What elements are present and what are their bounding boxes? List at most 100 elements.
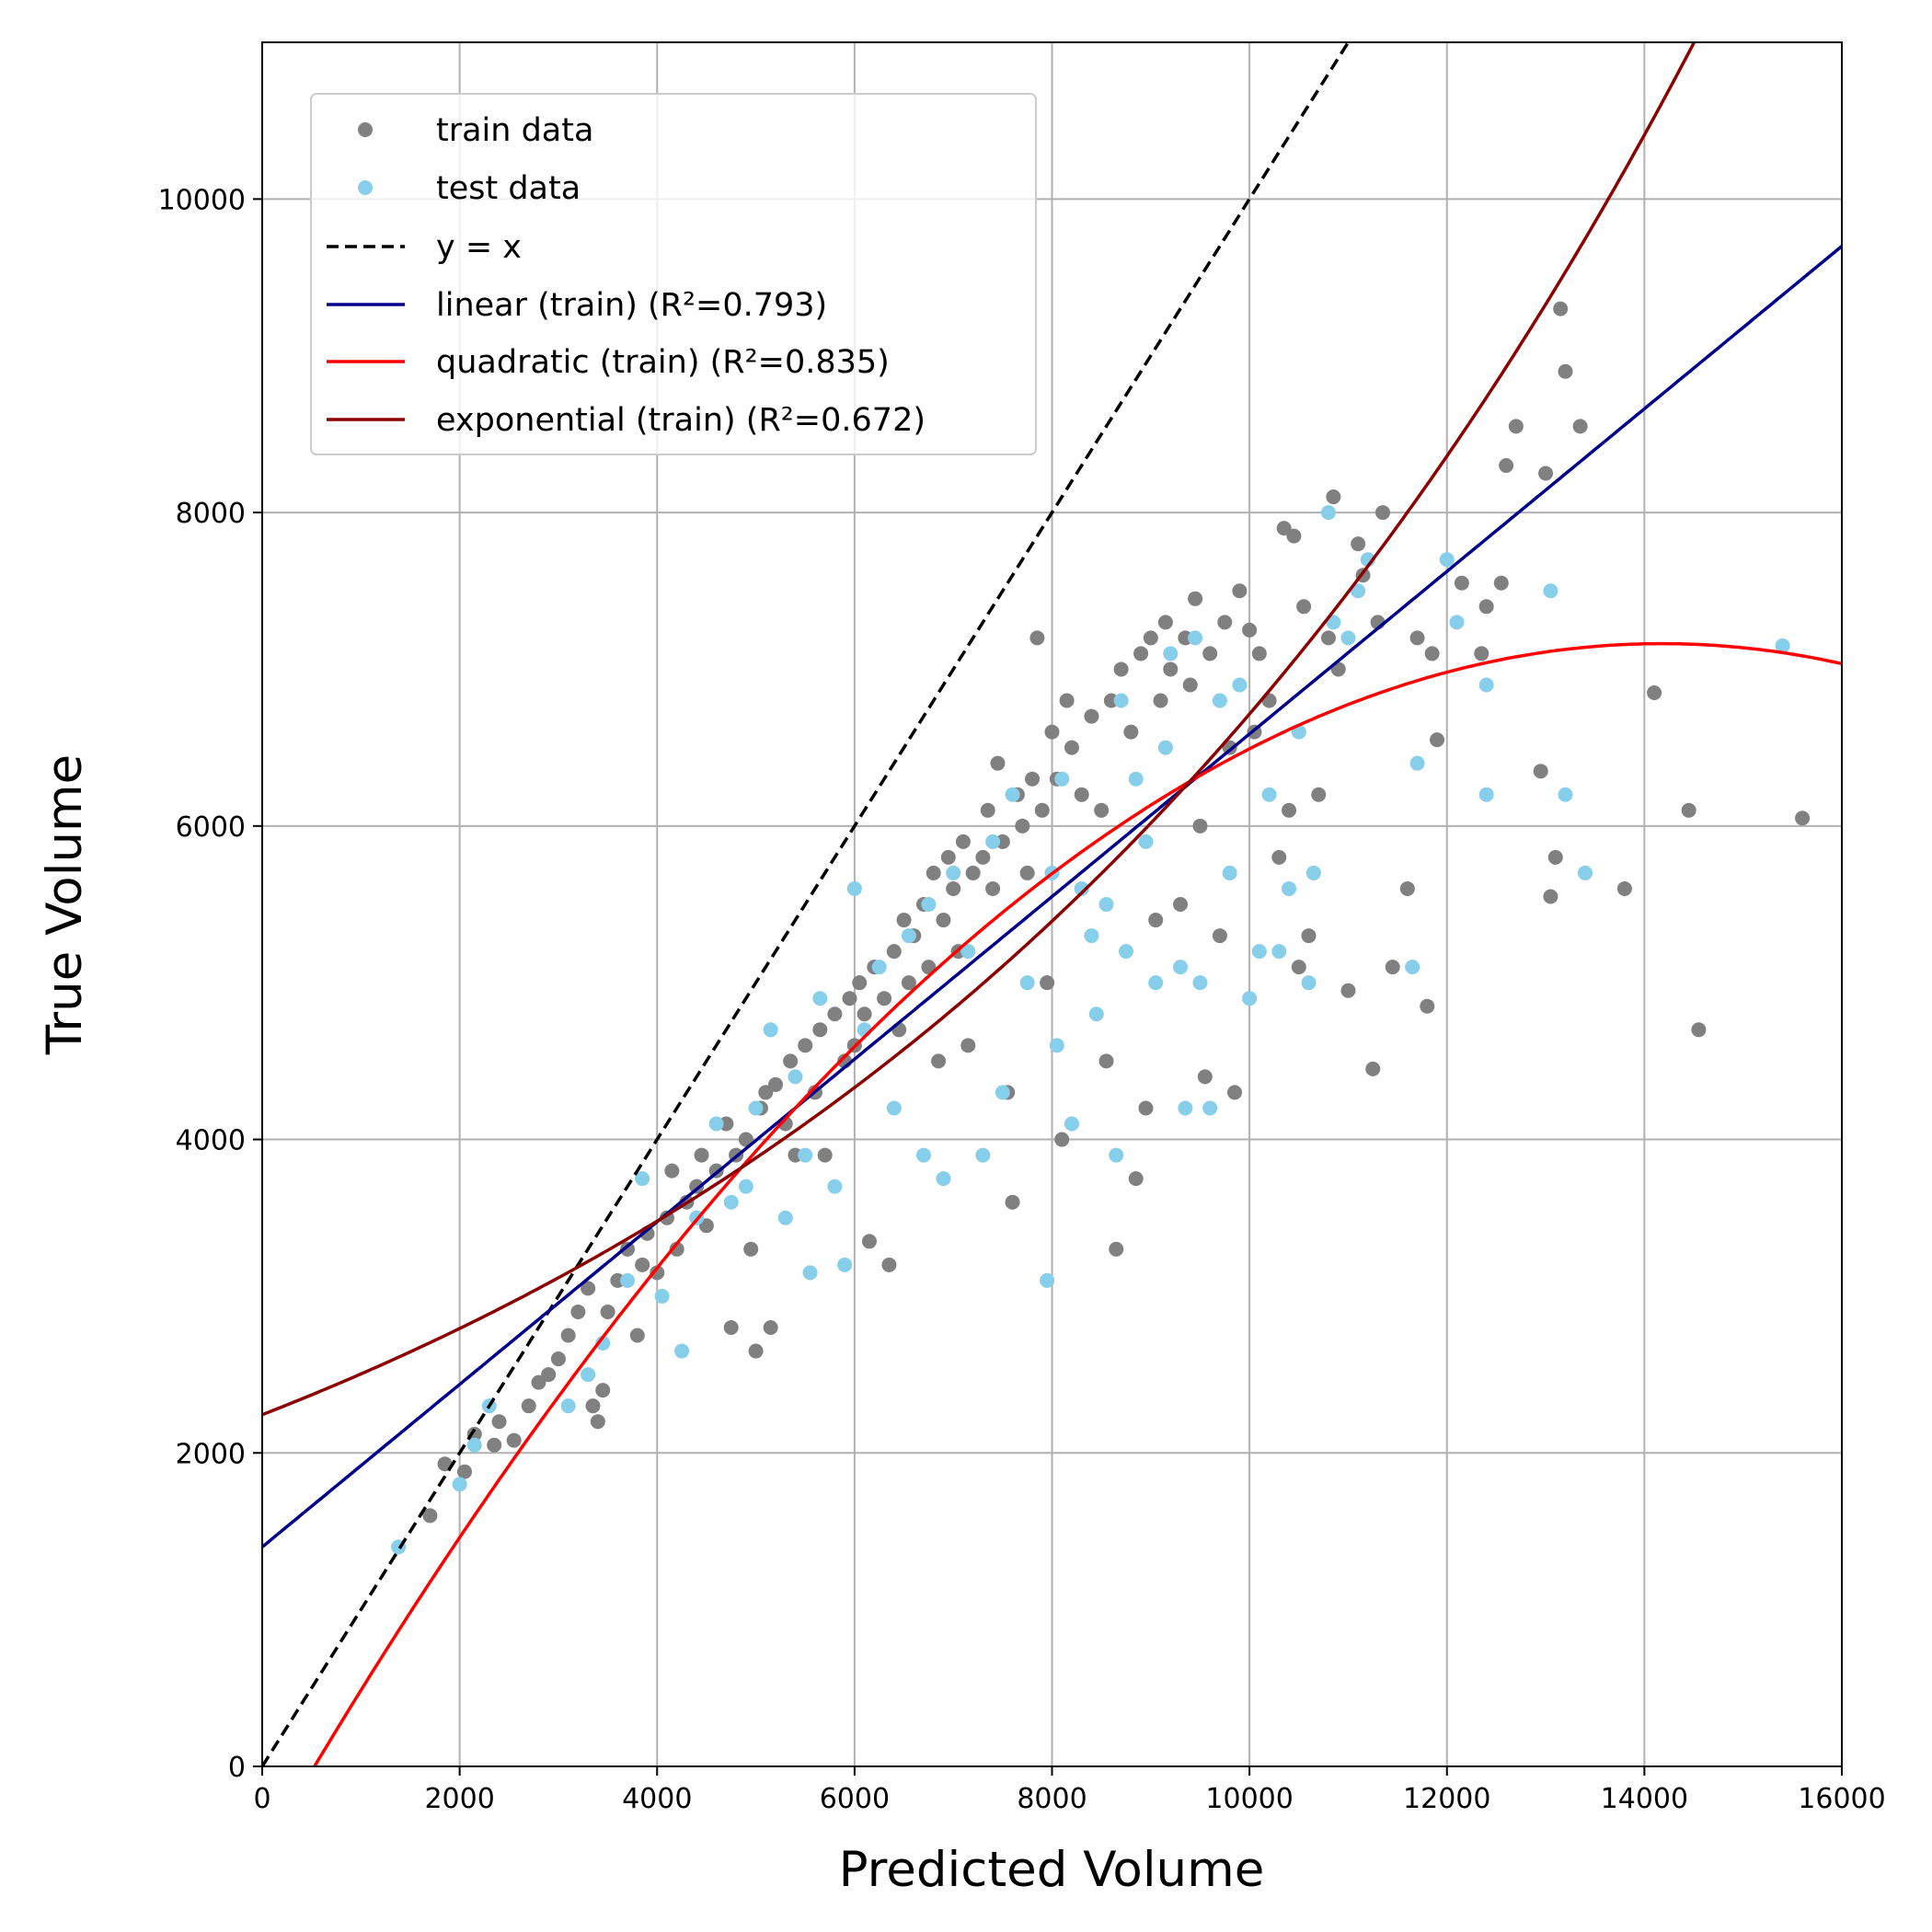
test-data-point — [1232, 677, 1248, 693]
train-data-point — [669, 1241, 684, 1257]
train-data-point — [1098, 1053, 1114, 1069]
test-data-point — [1251, 944, 1267, 960]
linear-fit-line — [262, 245, 1842, 1548]
x-axis-ticks: 0 2000 4000 6000 8000 10000 12000 14000 16000 — [253, 1766, 1886, 1815]
x-tick-label: 2000 — [424, 1783, 494, 1815]
legend-label-test: test data — [436, 170, 581, 207]
train-data-point — [1128, 1171, 1144, 1187]
train-data-point — [1365, 1061, 1381, 1076]
test-data-point — [1163, 646, 1179, 661]
test-data-point — [635, 1171, 650, 1187]
train-data-point — [1064, 740, 1079, 755]
test-data-point — [1128, 771, 1144, 787]
test-data-point — [1340, 630, 1356, 646]
test-data-point — [1192, 975, 1208, 991]
y-axis-ticks: 0 2000 4000 6000 8000 10000 — [158, 184, 262, 1784]
test-data-point — [748, 1100, 764, 1116]
train-data-point — [1202, 646, 1218, 661]
y-tick-label: 0 — [228, 1752, 246, 1784]
train-data-point — [901, 975, 916, 991]
test-data-point — [1188, 630, 1203, 646]
test-data-point — [802, 1265, 818, 1281]
train-data-point — [1533, 764, 1548, 779]
x-tick-label: 14000 — [1601, 1783, 1688, 1815]
train-data-point — [1197, 1069, 1213, 1085]
train-data-point — [723, 1319, 739, 1335]
test-data-point — [886, 1100, 902, 1116]
train-data-point — [1399, 880, 1415, 896]
test-data-point — [1049, 1038, 1064, 1053]
test-data-point — [620, 1272, 636, 1288]
train-data-point — [783, 1053, 799, 1069]
train-data-point — [985, 880, 1001, 896]
test-data-point — [1138, 834, 1154, 849]
train-data-point — [456, 1464, 472, 1479]
test-data-point — [738, 1179, 753, 1194]
x-tick-label: 4000 — [622, 1783, 692, 1815]
train-data-point — [629, 1328, 645, 1343]
test-data-point — [1242, 991, 1258, 1006]
y-tick-label: 8000 — [176, 498, 246, 530]
y-tick-label: 6000 — [176, 811, 246, 844]
train-data-point — [1059, 693, 1075, 708]
test-data-point — [915, 1147, 931, 1163]
train-data-point — [1385, 960, 1400, 975]
test-data-point — [1271, 944, 1287, 960]
train-data-point — [1286, 528, 1302, 544]
train-data-point — [852, 975, 868, 991]
test-data-point — [1405, 960, 1420, 975]
train-data-point — [1291, 960, 1306, 975]
train-data-point — [1094, 802, 1110, 818]
x-tick-label: 8000 — [1017, 1783, 1087, 1815]
train-data-point — [896, 913, 912, 928]
test-data-point — [1351, 583, 1366, 599]
train-data-point — [1311, 787, 1327, 802]
train-data-point — [1478, 599, 1494, 615]
train-data-point — [689, 1179, 705, 1194]
train-data-point — [1148, 913, 1164, 928]
plot-area — [262, 42, 1842, 1766]
test-data-point — [1282, 880, 1297, 896]
test-data-point — [723, 1194, 739, 1210]
identity-line — [262, 42, 1350, 1766]
train-data-point — [1691, 1022, 1707, 1038]
test-data-point — [1439, 552, 1455, 568]
train-data-point — [940, 849, 956, 865]
test-data-point — [985, 834, 1001, 849]
train-data-point — [620, 1241, 636, 1257]
test-data-point — [1019, 975, 1035, 991]
train-data-point — [1409, 630, 1425, 646]
test-data-point — [1113, 693, 1129, 708]
test-data-point — [1305, 865, 1321, 880]
train-data-point — [1005, 1194, 1020, 1210]
test-data-point — [1173, 960, 1189, 975]
test-data-point — [946, 865, 961, 880]
train-data-point — [560, 1328, 576, 1343]
y-tick-label: 10000 — [158, 184, 246, 216]
train-data-point — [521, 1398, 536, 1414]
test-data-point — [560, 1398, 576, 1414]
test-data-point — [1261, 787, 1277, 802]
test-data-point — [1074, 880, 1089, 896]
test-data-point — [1543, 583, 1558, 599]
y-axis-label: True Volume — [37, 754, 93, 1056]
train-data-point — [1157, 615, 1173, 630]
train-data-point — [1251, 646, 1267, 661]
train-data-point — [1182, 677, 1198, 693]
train-data-point — [1040, 975, 1055, 991]
train-data-point — [1188, 591, 1203, 606]
test-data-points — [391, 505, 1790, 1555]
x-tick-label: 0 — [253, 1783, 270, 1815]
train-data-point — [1454, 575, 1469, 591]
train-data-point — [881, 1257, 897, 1272]
train-data-point — [1572, 419, 1588, 434]
train-data-point — [886, 944, 902, 960]
train-data-point — [664, 1163, 680, 1179]
test-data-point — [1409, 755, 1425, 771]
legend: train data test data y = x linear (train… — [310, 93, 1037, 455]
test-data-point — [1449, 615, 1465, 630]
train-data-point — [1681, 802, 1696, 818]
test-data-point — [846, 880, 862, 896]
train-data-point — [487, 1437, 502, 1453]
test-data-point — [1558, 787, 1573, 802]
